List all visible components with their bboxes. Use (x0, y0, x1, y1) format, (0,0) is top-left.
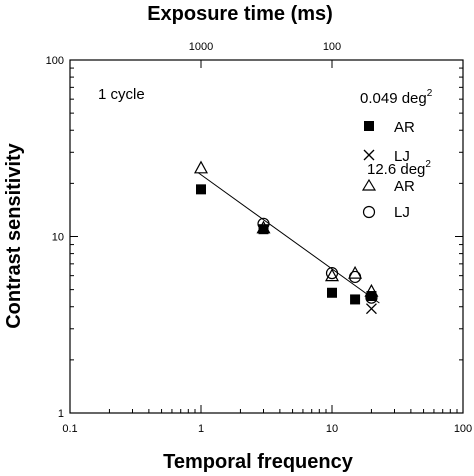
x-tick-label: 100 (454, 423, 472, 435)
y-tick-label: 100 (46, 55, 64, 67)
point-open-circle-lj (348, 270, 362, 284)
point-open-triangle-ar (364, 283, 379, 297)
point-open-triangle-ar (324, 268, 340, 282)
legend-entry-lj-small: LJ (394, 148, 410, 165)
top-tick-label: 1000 (189, 41, 213, 53)
legend-group-1-title: 0.049 deg2 (360, 88, 433, 107)
legend-marker-filled-square (364, 121, 374, 131)
legend-entry-lj-large: LJ (394, 204, 410, 221)
legend-group-2-title: 12.6 deg2 (367, 159, 431, 178)
y-tick-label: 10 (52, 232, 64, 244)
ticks (69, 60, 463, 414)
annotation-label: 1 cycle (98, 86, 145, 103)
point-open-circle-lj (365, 291, 378, 304)
x-axis-title: Temporal frequency (163, 451, 354, 473)
legend-entry-ar-small: AR (394, 119, 415, 136)
legend-group-2-sup: 2 (425, 159, 431, 170)
fit-line (197, 172, 380, 304)
point-x-lj (365, 303, 377, 315)
y-tick-label: 1 (58, 408, 64, 420)
top-tick-label: 100 (323, 41, 341, 53)
y-axis-title: Contrast sensitivity (3, 142, 25, 328)
point-open-triangle-ar (193, 160, 209, 174)
point-filled-square-ar (350, 294, 361, 305)
plot-frame (69, 59, 464, 414)
legend-group-1-label: 0.049 deg (360, 90, 427, 107)
point-filled-square-ar (196, 184, 206, 195)
point-filled-square-ar (327, 287, 337, 298)
x-tick-label: 10 (326, 423, 338, 435)
legend-marker-x (363, 149, 375, 161)
x-tick-label: 0.1 (62, 423, 77, 435)
data-points (193, 160, 379, 315)
legend-entry-ar-large: AR (394, 178, 415, 195)
point-open-circle-lj (325, 267, 339, 280)
top-axis-title: Exposure time (ms) (147, 3, 333, 25)
x-tick-label: 1 (198, 423, 204, 435)
point-open-circle-lj (257, 217, 270, 230)
legend-marker-open-triangle (361, 178, 377, 191)
legend-group-1-sup: 2 (427, 88, 433, 99)
legend: 0.049 deg2 AR LJ 12.6 deg2 AR LJ (360, 88, 433, 221)
legend-group-2-label: 12.6 deg (367, 161, 425, 178)
legend-marker-open-circle (362, 205, 376, 219)
point-open-triangle-ar (256, 220, 271, 234)
